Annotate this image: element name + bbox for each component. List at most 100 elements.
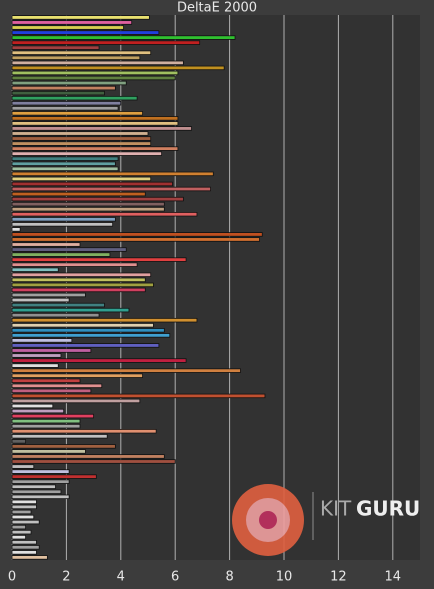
bar (11, 398, 141, 404)
bar (11, 242, 81, 247)
bar (11, 540, 37, 545)
x-tick-label: 14 (385, 570, 402, 585)
x-tick-label: 2 (62, 570, 70, 585)
logo (232, 484, 314, 556)
x-tick-label: 4 (117, 570, 125, 585)
bar (11, 317, 198, 323)
bar (11, 40, 201, 45)
bar (11, 126, 192, 131)
bar (11, 232, 263, 237)
bar (11, 136, 152, 141)
bar (11, 454, 165, 459)
x-tick-label: 6 (171, 570, 179, 585)
bar (11, 55, 141, 61)
x-tick-label: 12 (330, 570, 347, 585)
bar (11, 247, 127, 252)
bar (11, 428, 157, 434)
bar (11, 363, 59, 368)
bar (11, 161, 116, 166)
bar (11, 106, 119, 111)
bar (11, 206, 165, 212)
bar (11, 312, 100, 318)
bar (11, 282, 154, 288)
bar (11, 267, 59, 272)
bar (11, 212, 198, 217)
bar (11, 323, 154, 328)
bar (11, 338, 73, 343)
bar (11, 85, 116, 91)
bar (11, 292, 86, 298)
bar (11, 449, 86, 454)
x-tick-label: 10 (276, 570, 293, 585)
bar (11, 80, 127, 86)
bar (11, 191, 146, 197)
bar (11, 25, 124, 30)
bar (11, 257, 187, 262)
bar (11, 307, 130, 313)
bar (11, 141, 152, 146)
bar (11, 439, 27, 444)
bar (11, 383, 103, 389)
bar (11, 333, 171, 338)
watermark-guru: GURU (356, 497, 420, 521)
bar (11, 166, 119, 172)
bar (11, 545, 40, 550)
bar (11, 201, 165, 207)
bar (11, 393, 266, 399)
bar (11, 524, 27, 530)
bar (11, 121, 179, 126)
bar (11, 418, 81, 424)
bar (11, 196, 184, 202)
bar (11, 408, 65, 414)
bar (11, 252, 111, 257)
bar (11, 514, 35, 520)
bar (11, 434, 108, 439)
bar (11, 171, 214, 177)
bar (11, 479, 70, 484)
bar (11, 494, 70, 500)
bar (11, 378, 81, 383)
bar (11, 509, 32, 515)
bar (11, 343, 160, 348)
bar (11, 328, 165, 333)
bar (11, 116, 179, 121)
bar (11, 15, 150, 20)
bar (11, 146, 179, 151)
bar (11, 529, 32, 535)
bar (11, 65, 225, 71)
bar (11, 151, 163, 156)
bar (11, 186, 211, 192)
logo-core (259, 511, 277, 529)
bar (11, 156, 119, 161)
bar (11, 100, 122, 106)
bar (11, 181, 173, 187)
bar (11, 373, 143, 378)
bar (11, 60, 184, 66)
bar (11, 348, 92, 353)
bar (11, 474, 97, 479)
bar (11, 272, 152, 278)
bar (11, 388, 92, 394)
bar (11, 50, 152, 55)
bar (11, 489, 62, 494)
watermark-kit: KIT (320, 497, 352, 521)
x-tick-label: 0 (8, 570, 16, 585)
bar (11, 111, 143, 116)
bar (11, 70, 179, 76)
bar (11, 35, 236, 40)
bar (11, 534, 27, 540)
bar (11, 217, 116, 222)
chart-title: DeltaE 2000 (177, 1, 257, 16)
bar (11, 302, 105, 308)
bar (11, 368, 241, 373)
bar (11, 550, 37, 555)
bar (11, 45, 100, 50)
bar (11, 499, 37, 505)
bar (11, 504, 37, 510)
bar (11, 20, 133, 25)
bar (11, 444, 116, 449)
bar (11, 131, 149, 136)
x-tick-label: 8 (225, 570, 233, 585)
plot-area (12, 15, 420, 560)
